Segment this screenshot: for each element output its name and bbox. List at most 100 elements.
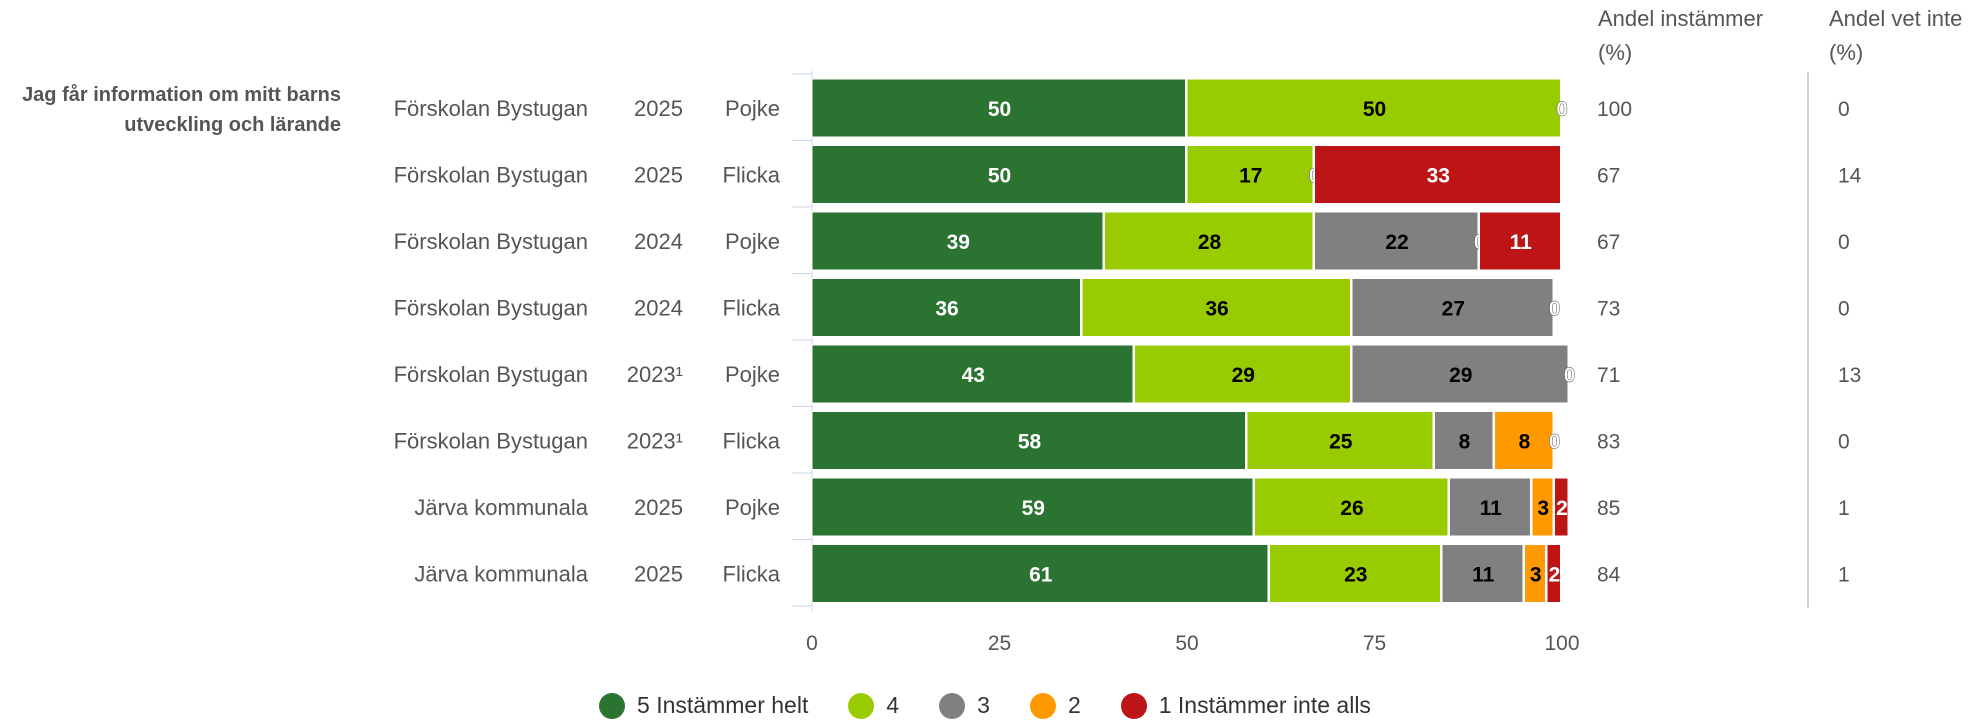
bar-segment-2	[1531, 477, 1554, 537]
data-label-3: 0	[1556, 98, 1568, 121]
legend-swatch	[599, 692, 626, 719]
bar-segment-4	[1254, 477, 1449, 537]
bar-segment-2	[1524, 544, 1546, 603]
bar-segment-5	[811, 78, 1186, 138]
bar-segment-4	[1104, 211, 1314, 271]
x-tick-label: 75	[1363, 632, 1386, 655]
data-label-4: 23	[1344, 564, 1367, 587]
row-label-gender: Pojke	[725, 229, 780, 254]
data-label-2: 0	[1549, 298, 1561, 321]
bar-segment-5	[811, 278, 1081, 337]
legend-item[interactable]: 4	[848, 692, 899, 719]
row-label-unit: Förskolan Bystugan	[394, 229, 588, 254]
row-label-gender: Flicka	[723, 562, 781, 587]
question-label: Jag får information om mitt barns utveck…	[22, 84, 341, 136]
bar-segment-4	[1246, 411, 1434, 470]
data-label-1: 0	[1549, 431, 1561, 454]
dontknow-value: 0	[1838, 98, 1850, 121]
legend-label: 1 Instämmer inte alls	[1158, 692, 1371, 718]
legend-swatch	[939, 692, 966, 719]
data-label-5: 59	[1022, 497, 1045, 520]
data-label-5: 36	[935, 298, 958, 321]
data-label-4: 26	[1340, 497, 1363, 520]
agree-value: 84	[1597, 564, 1621, 587]
legend-label: 4	[886, 692, 900, 718]
bar-segment-5	[811, 477, 1254, 537]
bar-segment-4	[1269, 544, 1441, 603]
bar-segment-5	[811, 411, 1246, 470]
row-label-unit: Förskolan Bystugan	[394, 96, 588, 121]
legend-item[interactable]: 5 Instämmer helt	[599, 692, 808, 719]
data-label-1: 2	[1556, 497, 1568, 520]
row-label-year: 2025	[634, 96, 683, 121]
row-label-year: 2023¹	[627, 429, 683, 454]
data-label-3: 8	[1459, 431, 1471, 454]
agree-value: 71	[1597, 364, 1620, 387]
x-tick-label: 50	[1175, 632, 1198, 655]
data-label-5: 58	[1018, 431, 1042, 454]
data-label-4: 17	[1239, 165, 1262, 188]
agree-value: 85	[1597, 497, 1620, 520]
data-label-2: 8	[1519, 431, 1531, 454]
data-label-1: 2	[1549, 564, 1561, 587]
agree-column-header: Andel instämmer (%)	[1598, 6, 1764, 65]
legend-swatch	[1029, 692, 1056, 719]
row-label-gender: Flicka	[723, 296, 781, 321]
row-label-unit: Järva kommunala	[414, 495, 588, 520]
bar-segment-3	[1449, 477, 1531, 537]
agree-value: 73	[1597, 298, 1620, 321]
agree-value: 67	[1597, 231, 1620, 254]
bar-segment-4	[1186, 78, 1561, 138]
agree-value: 100	[1597, 98, 1632, 121]
row-label-unit: Förskolan Bystugan	[394, 296, 588, 321]
data-label-5: 43	[962, 364, 985, 387]
row-label-gender: Pojke	[725, 362, 780, 387]
data-label-4: 28	[1198, 231, 1222, 254]
dontknow-value: 1	[1838, 497, 1850, 520]
legend-item[interactable]: 1 Instämmer inte alls	[1120, 692, 1371, 719]
legend-label: 5 Instämmer helt	[637, 692, 809, 718]
data-label-4: 50	[1363, 98, 1386, 121]
row-label-gender: Flicka	[723, 429, 781, 454]
bar-segment-4	[1081, 278, 1351, 337]
legend-swatch	[1120, 692, 1147, 719]
dontknow-value: 0	[1838, 298, 1850, 321]
data-label-5: 39	[947, 231, 970, 254]
legend-item[interactable]: 3	[939, 692, 990, 719]
agree-value: 83	[1597, 431, 1620, 454]
data-label-4: 29	[1232, 364, 1255, 387]
stacked-bar-chart: Förskolan Bystugan 2025 Pojke 50 50 0 100 0Förs…	[394, 71, 1862, 655]
data-label-2: 0	[1564, 364, 1576, 387]
bar-segment-1	[1314, 145, 1561, 204]
bar-segment-5	[811, 211, 1104, 271]
x-tick-label: 100	[1544, 632, 1579, 655]
bar-segment-1	[1554, 477, 1569, 537]
bar-segment-3	[1351, 278, 1554, 337]
dontknow-value: 0	[1838, 431, 1850, 454]
legend-item[interactable]: 2	[1029, 692, 1081, 719]
dontknow-column-header: Andel vet inte (%)	[1829, 6, 1963, 65]
data-label-2: 3	[1537, 497, 1549, 520]
row-label-unit: Förskolan Bystugan	[394, 163, 588, 188]
row-label-gender: Pojke	[725, 495, 780, 520]
bar-segment-3	[1351, 344, 1569, 404]
bar-segment-3	[1434, 411, 1494, 470]
bar-segment-2	[1494, 411, 1554, 470]
row-label-year: 2024	[634, 296, 683, 321]
bar-segment-4	[1134, 344, 1351, 404]
legend-swatch	[848, 692, 875, 719]
data-label-5: 61	[1029, 564, 1053, 587]
row-label-unit: Förskolan Bystugan	[394, 429, 588, 454]
x-tick-label: 25	[988, 632, 1011, 655]
bar-segment-5	[811, 344, 1134, 404]
data-label-4: 25	[1329, 431, 1353, 454]
row-label-year: 2025	[634, 163, 683, 188]
row-label-year: 2025	[634, 495, 683, 520]
bar-segment-5	[811, 145, 1186, 204]
data-label-3: 22	[1385, 231, 1408, 254]
bar-segment-4	[1186, 145, 1314, 204]
data-label-5: 50	[988, 98, 1011, 121]
bar-segment-3	[1441, 544, 1524, 603]
row-label-unit: Järva kommunala	[414, 562, 588, 587]
data-label-3: 11	[1480, 497, 1503, 520]
